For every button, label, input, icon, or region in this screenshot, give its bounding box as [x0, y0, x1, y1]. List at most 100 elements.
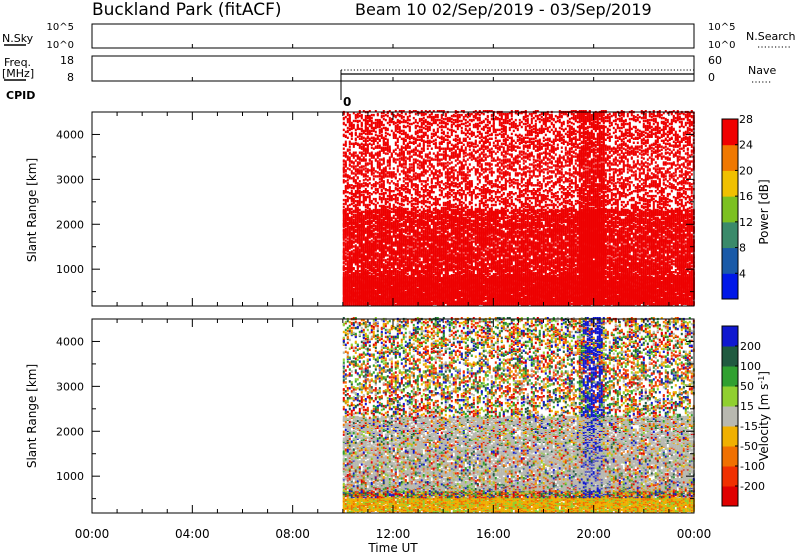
- power-cell: [357, 168, 359, 170]
- power-cell: [347, 205, 349, 207]
- power-cell: [355, 185, 357, 187]
- power-cell: [353, 172, 355, 174]
- power-cell: [349, 133, 351, 135]
- power-cell: [377, 277, 379, 279]
- power-cell: [395, 134, 397, 136]
- power-cell: [361, 211, 363, 213]
- power-cell: [371, 140, 373, 142]
- power-cell: [397, 234, 399, 236]
- power-cell: [357, 120, 359, 122]
- power-cell: [397, 183, 399, 185]
- power-cell: [353, 214, 355, 216]
- power-cell: [349, 192, 351, 194]
- power-cell: [387, 122, 389, 124]
- power-cell: [393, 171, 395, 173]
- power-cell: [367, 127, 369, 129]
- power-cell: [377, 171, 379, 173]
- power-cell: [395, 149, 397, 151]
- power-cell: [347, 137, 349, 139]
- power-cell: [377, 113, 379, 115]
- power-cell: [377, 209, 379, 211]
- power-cell: [379, 181, 381, 183]
- power-cell: [399, 149, 401, 151]
- power-cell: [349, 197, 351, 199]
- power-cell: [363, 152, 365, 154]
- power-cell: [345, 185, 347, 187]
- power-cell: [363, 243, 365, 245]
- power-cell: [375, 134, 377, 136]
- power-cell: [393, 215, 395, 217]
- power-cell: [373, 137, 375, 139]
- power-cell: [355, 244, 357, 246]
- power-cell: [397, 153, 399, 155]
- power-cell: [369, 124, 371, 126]
- power-cell: [347, 149, 349, 151]
- power-cell: [357, 182, 359, 184]
- power-cell: [351, 143, 353, 145]
- power-cell: [367, 270, 369, 272]
- power-cell: [365, 158, 367, 160]
- power-cell: [387, 209, 389, 211]
- power-cell: [391, 211, 393, 213]
- power-cell: [371, 114, 373, 116]
- power-cell: [375, 152, 377, 154]
- power-cell: [387, 234, 389, 236]
- power-cell: [371, 137, 373, 139]
- power-cell: [343, 209, 345, 211]
- power-cell: [369, 162, 371, 164]
- n-sky-tick-bottom: 10^0: [47, 40, 74, 51]
- power-cell: [359, 169, 361, 171]
- power-cell: [399, 136, 401, 138]
- power-cell: [383, 180, 385, 182]
- power-cell: [391, 195, 393, 197]
- power-cell: [361, 169, 363, 171]
- power-cell: [395, 183, 397, 185]
- power-cell: [399, 190, 401, 192]
- power-cell: [385, 173, 387, 175]
- n-search-tick-bottom: 10^0: [708, 40, 735, 51]
- power-cell: [397, 207, 399, 209]
- power-cell: [369, 208, 371, 210]
- power-cell: [381, 147, 383, 149]
- power-cell: [355, 214, 357, 216]
- power-cell: [345, 152, 347, 154]
- power-cell: [375, 261, 377, 263]
- power-cell: [353, 205, 355, 207]
- power-cell: [355, 154, 357, 156]
- freq-tick-bottom: 8: [67, 71, 74, 84]
- power-cell: [355, 120, 357, 122]
- power-cell: [375, 158, 377, 160]
- power-cell: [395, 187, 397, 189]
- power-cell: [369, 261, 371, 263]
- power-cell: [343, 117, 345, 119]
- power-cell: [343, 179, 345, 181]
- power-cell: [359, 115, 361, 117]
- power-cell: [345, 131, 347, 133]
- power-cell: [389, 267, 391, 269]
- power-cell: [397, 145, 399, 147]
- power-cell: [357, 200, 359, 202]
- power-cell: [383, 244, 385, 246]
- power-cell: [345, 180, 347, 182]
- power-cell: [351, 239, 353, 241]
- power-cell: [389, 117, 391, 119]
- power-cell: [355, 204, 357, 206]
- power-cell: [369, 115, 371, 117]
- station-title: Buckland Park (fitACF): [92, 0, 282, 20]
- power-cell: [351, 184, 353, 186]
- power-cell: [361, 143, 363, 145]
- power-cell: [345, 252, 347, 254]
- power-cell: [367, 220, 369, 222]
- power-cell: [353, 120, 355, 122]
- power-cell: [351, 216, 353, 218]
- power-cell: [397, 188, 399, 190]
- power-cell: [345, 228, 347, 230]
- power-cell: [365, 196, 367, 198]
- power-cell: [345, 199, 347, 201]
- power-cell: [353, 252, 355, 254]
- power-cell: [393, 121, 395, 123]
- power-cell: [365, 162, 367, 164]
- power-cell: [349, 114, 351, 116]
- power-cell: [385, 259, 387, 261]
- power-cell: [351, 138, 353, 140]
